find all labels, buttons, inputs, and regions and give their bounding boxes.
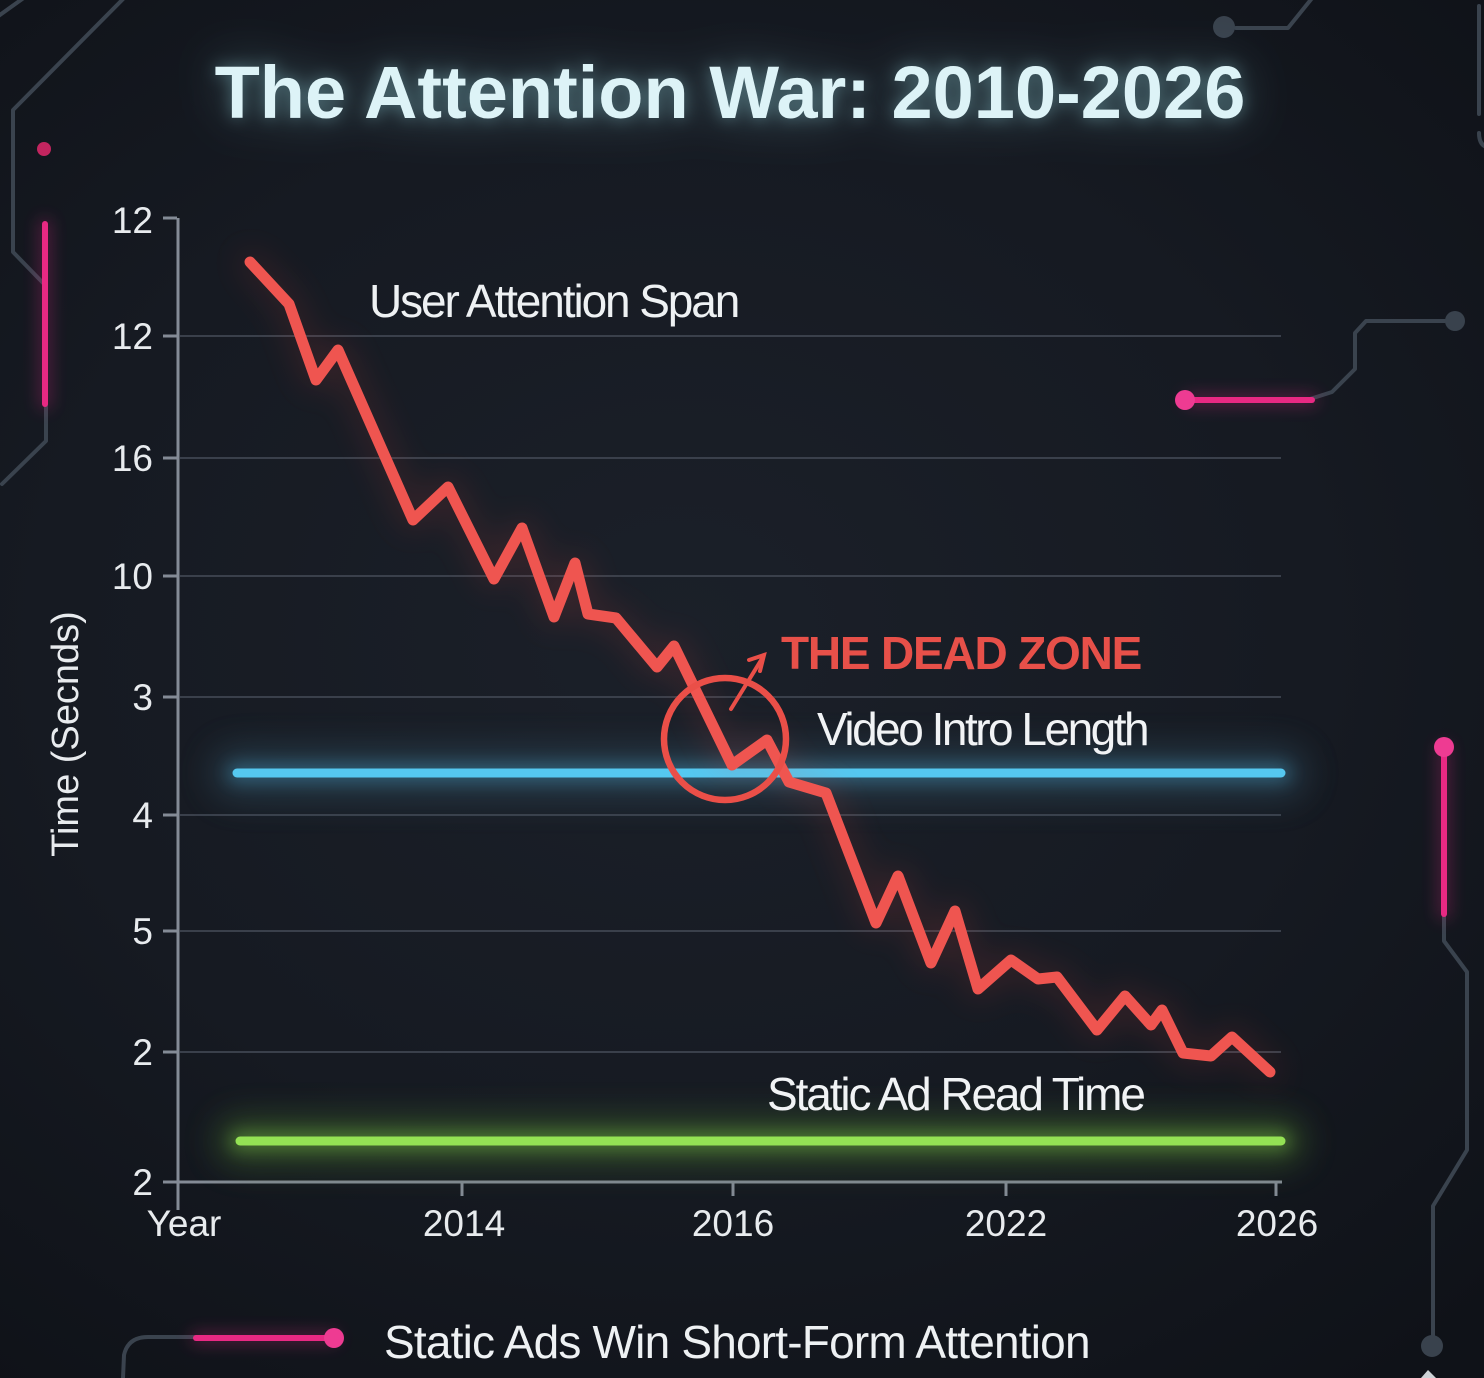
svg-text:The Attention War: 2010-2026: The Attention War: 2010-2026 bbox=[215, 51, 1246, 134]
svg-text:2026: 2026 bbox=[1236, 1203, 1318, 1244]
svg-text:4: 4 bbox=[132, 795, 153, 836]
svg-text:12: 12 bbox=[112, 316, 153, 357]
svg-text:2016: 2016 bbox=[692, 1203, 774, 1244]
svg-text:User Attention Span: User Attention Span bbox=[369, 275, 738, 327]
svg-text:Static Ads Win Short-Form Atte: Static Ads Win Short-Form Attention bbox=[384, 1316, 1090, 1368]
svg-text:2: 2 bbox=[132, 1032, 153, 1073]
svg-text:THE DEAD ZONE: THE DEAD ZONE bbox=[781, 627, 1141, 679]
svg-text:2022: 2022 bbox=[965, 1203, 1047, 1244]
svg-text:12: 12 bbox=[112, 200, 153, 241]
svg-text:Year: Year bbox=[147, 1203, 222, 1244]
svg-text:Static Ad Read Time: Static Ad Read Time bbox=[767, 1068, 1144, 1120]
svg-text:The Attention War: 2010-2026: The Attention War: 2010-2026 bbox=[215, 51, 1246, 134]
svg-text:3: 3 bbox=[132, 677, 153, 718]
svg-text:10: 10 bbox=[112, 556, 153, 597]
svg-text:2014: 2014 bbox=[423, 1203, 505, 1244]
svg-text:5: 5 bbox=[132, 911, 153, 952]
svg-text:2: 2 bbox=[132, 1162, 153, 1203]
svg-text:16: 16 bbox=[112, 438, 153, 479]
svg-text:Video Intro Length: Video Intro Length bbox=[817, 703, 1147, 755]
svg-text:The Attention War: 2010-2026: The Attention War: 2010-2026 bbox=[215, 51, 1246, 134]
svg-text:Time (Secnds): Time (Secnds) bbox=[45, 611, 87, 857]
